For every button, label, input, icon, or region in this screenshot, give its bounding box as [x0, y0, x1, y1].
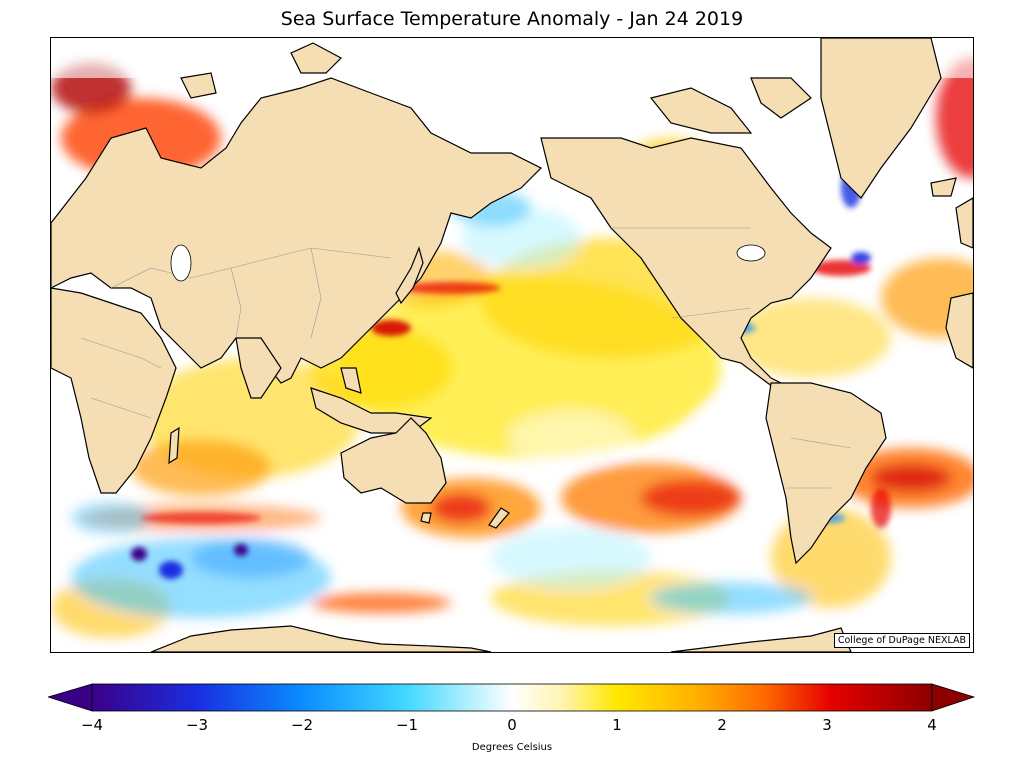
colorbar-tick-label: 1: [612, 716, 622, 734]
colorbar-tick-label: −3: [185, 716, 209, 734]
land-india: [235, 337, 282, 399]
land-japan: [395, 246, 424, 305]
anomaly-field: [51, 38, 973, 652]
map-canvas: [51, 38, 973, 652]
colorbar-tick-label: −4: [80, 716, 104, 734]
inland-water: [170, 244, 766, 282]
colorbar-min-extend: [48, 683, 93, 712]
land-antarctica: [150, 625, 492, 652]
land-eurasia: [51, 77, 543, 384]
colorbar-tick-label: −2: [290, 716, 314, 734]
credit-label: College of DuPage NEXLAB: [833, 633, 970, 648]
colorbar-tick-label: 0: [507, 716, 517, 734]
colorbar-tick-label: 4: [927, 716, 937, 734]
land-south-america: [765, 382, 887, 565]
colorbar-tick-label: 3: [822, 716, 832, 734]
colorbar-max-extend: [931, 683, 976, 712]
land-australia: [340, 417, 447, 504]
colorbar-label: Degrees Celsius: [471, 742, 553, 753]
country-borders: [80, 227, 852, 489]
colorbar-tick-label: −1: [395, 716, 419, 734]
colorbar: [48, 683, 976, 712]
map-title: Sea Surface Temperature Anomaly - Jan 24…: [280, 8, 744, 30]
land-north-america: [540, 137, 832, 394]
land-africa: [51, 287, 177, 494]
land-greenland: [820, 38, 942, 199]
land-masses: [51, 38, 973, 652]
colorbar-gradient: [91, 683, 933, 712]
sst-anomaly-map: College of DuPage NEXLAB: [50, 37, 974, 653]
land-indonesia: [310, 387, 433, 434]
colorbar-tick-label: 2: [717, 716, 727, 734]
